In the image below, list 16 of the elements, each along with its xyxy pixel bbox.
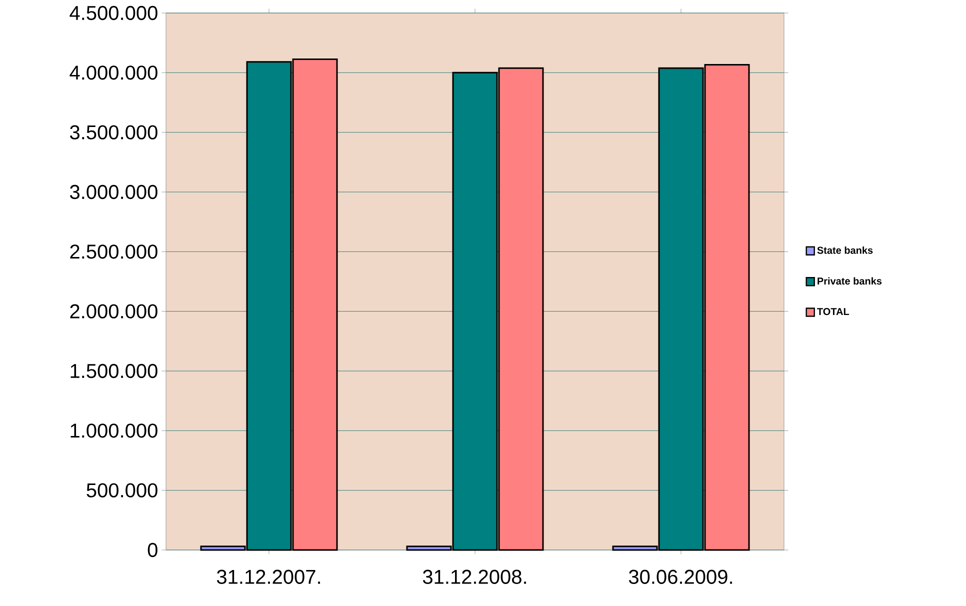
y-tick-label: 3.000.000 [70, 184, 158, 200]
y-tick-label: 2.000.000 [70, 304, 158, 318]
y-tick-label: 2.500.000 [70, 244, 158, 259]
legend-label: State banks [817, 246, 873, 254]
y-tick-label: 1.500.000 [70, 364, 158, 378]
y-tick-label: 4.000.000 [70, 66, 158, 80]
legend-label: Private banks [818, 277, 882, 285]
y-tick-label: 1.000.000 [70, 424, 158, 438]
y-tick-label: 500.000 [86, 483, 158, 498]
legend-label: TOTAL [817, 308, 850, 316]
x-tick-label: 31.12.2007. [216, 570, 320, 584]
y-tick-label: 3.500.000 [70, 125, 158, 140]
y-tick-label: 0 [148, 542, 158, 558]
x-tick-label: 30.06.2009. [628, 570, 732, 584]
y-tick-label: 4.500.000 [70, 6, 158, 20]
x-tick-label: 31.12.2008. [422, 570, 526, 584]
